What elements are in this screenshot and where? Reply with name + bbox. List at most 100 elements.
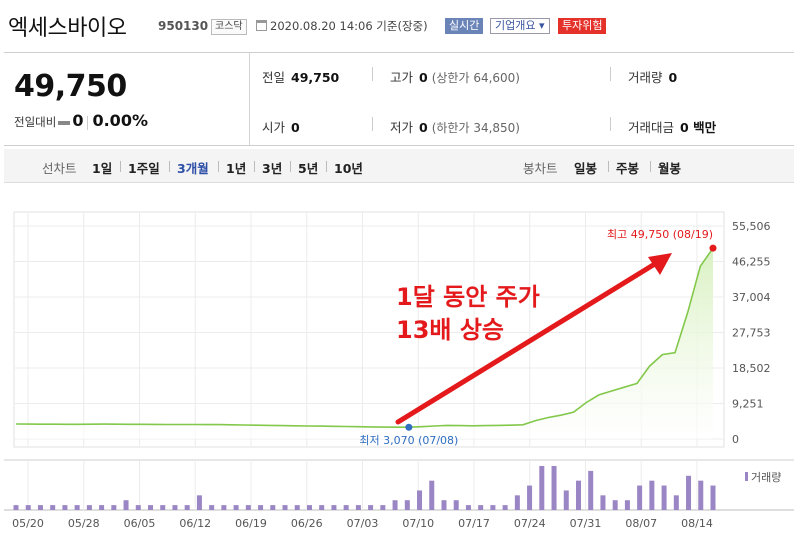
volume: 거래량 0 bbox=[628, 67, 677, 86]
volume-label: 거래량 bbox=[628, 70, 663, 85]
x-tick-label: 07/17 bbox=[458, 517, 490, 530]
realtime-button[interactable]: 실시간 bbox=[445, 18, 484, 34]
x-tick-label: 06/05 bbox=[124, 517, 156, 530]
volume-bar bbox=[600, 495, 606, 510]
period-3m[interactable]: 3개월 bbox=[177, 161, 209, 176]
open-value: 0 bbox=[291, 120, 300, 135]
volume-bar bbox=[245, 505, 251, 510]
divider bbox=[372, 67, 373, 81]
change-value: 0 bbox=[72, 111, 84, 130]
current-price: 49,750 bbox=[14, 69, 127, 104]
volume-bar bbox=[673, 495, 679, 510]
prev-close: 전일 49,750 bbox=[262, 67, 339, 86]
x-tick-label: 07/24 bbox=[514, 517, 546, 530]
volume-bar bbox=[148, 505, 154, 510]
volume-legend-swatch bbox=[745, 472, 748, 481]
prev-value: 49,750 bbox=[291, 70, 340, 85]
volume-bar bbox=[184, 505, 190, 510]
price-area bbox=[15, 247, 714, 439]
low-annotation: 최저 3,070 (07/08) bbox=[359, 434, 458, 447]
volume-bar bbox=[319, 505, 325, 510]
volume-bar bbox=[563, 490, 569, 510]
divider bbox=[87, 115, 89, 130]
high-price: 고가 0 (상한가 64,600) bbox=[390, 67, 520, 86]
volume-bar bbox=[404, 500, 410, 510]
high-value: 0 bbox=[419, 70, 428, 85]
plot-frame bbox=[13, 211, 725, 448]
x-tick-label: 07/31 bbox=[570, 517, 602, 530]
change-info: 전일대비 0 0.00% bbox=[14, 111, 148, 130]
volume-bar bbox=[417, 490, 423, 510]
y-tick-label: 0 bbox=[732, 433, 739, 446]
open-price: 시가 0 bbox=[262, 117, 300, 136]
volume-bar bbox=[62, 505, 68, 510]
volume-bar bbox=[478, 505, 484, 510]
volume-value: 0 bbox=[668, 70, 678, 85]
candle-daily[interactable]: 일봉 bbox=[574, 161, 598, 176]
volume-bar bbox=[551, 466, 557, 510]
volume-bar bbox=[270, 505, 276, 510]
volume-bar bbox=[209, 505, 215, 510]
volume-bar bbox=[575, 480, 581, 510]
red-arrow-icon bbox=[395, 259, 661, 425]
divider bbox=[610, 67, 611, 81]
header: 엑세스바이오 950130 코스닥 2020.08.20 14:06 기준(장중… bbox=[0, 0, 794, 52]
y-axis-labels: 55,506 46,255 37,004 27,753 18,502 9,251 0 bbox=[732, 220, 771, 446]
period-10y[interactable]: 10년 bbox=[334, 161, 363, 176]
volume-bar bbox=[539, 466, 545, 510]
volume-bar bbox=[624, 500, 630, 510]
chart-toolbar: 선차트 1일 1주일 3개월 1년 3년 5년 10년 봉차트 일봉 주봉 월봉 bbox=[4, 149, 794, 183]
price-line bbox=[15, 247, 714, 428]
volume-bar bbox=[490, 505, 496, 510]
volume-bar bbox=[343, 505, 349, 510]
low-price: 저가 0 (하한가 34,850) bbox=[390, 117, 520, 136]
overlay-text-line2: 13배 상승 bbox=[396, 316, 504, 344]
high-marker bbox=[709, 244, 717, 252]
volume-bar bbox=[306, 505, 312, 510]
amount-value: 0 백만 bbox=[680, 120, 717, 135]
overlay-text-line1: 1달 동안 주가 bbox=[396, 283, 540, 311]
period-5y[interactable]: 5년 bbox=[298, 161, 319, 176]
volume-bar bbox=[355, 505, 361, 510]
line-chart-label: 선차트 bbox=[42, 161, 77, 176]
price-area-fill bbox=[16, 248, 713, 439]
x-tick-label: 05/28 bbox=[68, 517, 100, 530]
x-tick-label: 07/03 bbox=[347, 517, 379, 530]
candle-weekly[interactable]: 주봉 bbox=[616, 161, 640, 176]
x-tick-label: 06/26 bbox=[291, 517, 323, 530]
volume-bar bbox=[172, 505, 178, 510]
volume-bar bbox=[465, 505, 471, 510]
period-1d[interactable]: 1일 bbox=[92, 161, 113, 176]
company-info-dropdown[interactable]: 기업개요 ▾ bbox=[490, 18, 550, 34]
volume-bar bbox=[527, 485, 533, 510]
divider bbox=[169, 161, 170, 172]
divider bbox=[249, 53, 250, 145]
volume-bar bbox=[686, 475, 692, 510]
period-1y[interactable]: 1년 bbox=[226, 161, 247, 176]
volume-bar bbox=[99, 505, 105, 510]
y-tick-label: 18,502 bbox=[732, 362, 771, 375]
low-marker bbox=[405, 423, 413, 431]
candle-monthly[interactable]: 월봉 bbox=[658, 161, 682, 176]
volume-bar bbox=[710, 485, 716, 510]
trade-amount: 거래대금 0 백만 bbox=[628, 117, 716, 136]
calendar-icon bbox=[256, 20, 267, 31]
high-annotation: 최고 49,750 (08/19) bbox=[607, 228, 713, 241]
volume-bar bbox=[588, 470, 594, 510]
volume-bar bbox=[13, 505, 19, 510]
divider bbox=[608, 161, 609, 172]
volume-bar bbox=[196, 495, 202, 510]
y-tick-label: 46,255 bbox=[732, 256, 771, 269]
risk-badge: 투자위험 bbox=[558, 18, 607, 34]
period-3y[interactable]: 3년 bbox=[262, 161, 283, 176]
divider bbox=[650, 161, 651, 172]
price-chart[interactable]: 55,506 46,255 37,004 27,753 18,502 9,251 0 거래량… bbox=[0, 190, 794, 542]
volume-bar bbox=[160, 505, 166, 510]
y-tick-label: 37,004 bbox=[732, 291, 771, 304]
annotation-overlay: 최고 49,750 (08/19) 최저 3,070 (07/08) 1달 동안 주… bbox=[359, 228, 717, 447]
volume-bar bbox=[649, 480, 655, 510]
company-name: 엑세스바이오 bbox=[8, 16, 127, 41]
volume-bar bbox=[25, 505, 31, 510]
period-1w[interactable]: 1주일 bbox=[128, 161, 160, 176]
volume-bar bbox=[37, 505, 43, 510]
